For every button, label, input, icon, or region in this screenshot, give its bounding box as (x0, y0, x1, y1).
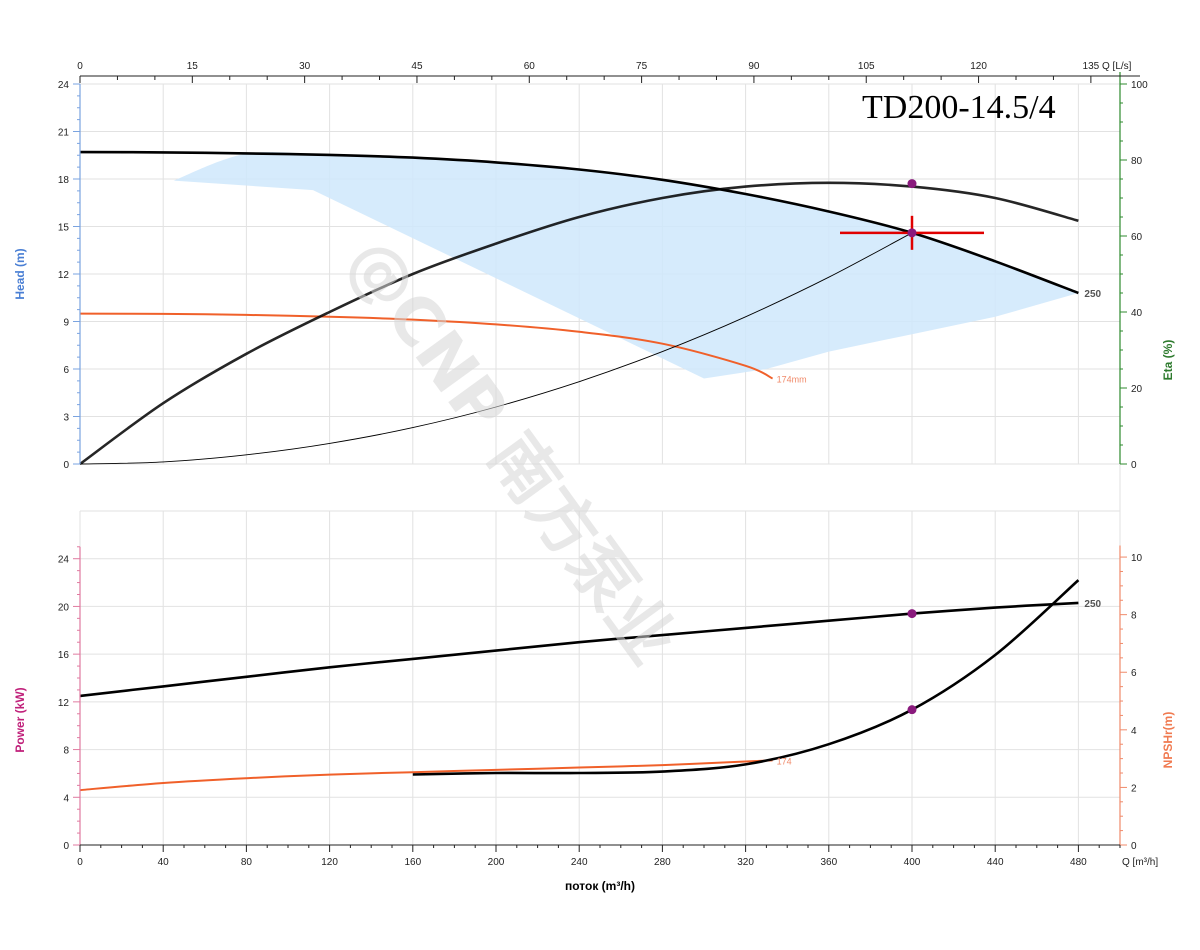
x-unit-label: Q [m³/h] (1122, 857, 1158, 868)
power-point-marker (907, 609, 917, 619)
top-axis-unit: Q [L/s] (1102, 61, 1132, 72)
x-tick-label: 360 (820, 857, 837, 868)
head-tick-label: 9 (63, 318, 69, 329)
top-tick-label: 120 (970, 61, 987, 72)
x-tick-label: 240 (571, 857, 588, 868)
head-curve-label-250: 250 (1084, 289, 1101, 300)
power-curve-174mm (79, 759, 773, 792)
head-tick-label: 15 (58, 223, 70, 234)
head-tick-label: 12 (58, 270, 70, 281)
top-tick-label: 15 (187, 61, 199, 72)
npsh-tick-label: 8 (1131, 611, 1137, 622)
operating-range-area (173, 151, 1079, 379)
x-tick-label: 280 (654, 857, 671, 868)
eta-tick-label: 80 (1131, 156, 1143, 167)
eta-tick-label: 40 (1131, 308, 1143, 319)
x-tick-label: 120 (321, 857, 338, 868)
head-axis-title: Head (m) (13, 248, 27, 299)
head-curve-174mm (79, 312, 774, 380)
eta-tick-label: 20 (1131, 384, 1143, 395)
x-tick-label: 440 (987, 857, 1004, 868)
x-tick-label: 0 (77, 857, 83, 868)
power-tick-label: 8 (63, 746, 69, 757)
top-tick-label: 45 (411, 61, 423, 72)
npsh-axis-title: NPSHr(m) (1161, 712, 1175, 769)
power-curve-label-250: 250 (1084, 599, 1101, 610)
npsh-tick-label: 0 (1131, 841, 1137, 852)
head-tick-label: 24 (58, 80, 70, 91)
head-tick-label: 21 (58, 128, 70, 139)
npsh-curve (412, 579, 1080, 776)
x-tick-label: 400 (904, 857, 921, 868)
labels-layer: 0369121518212402040608010004812162024024… (13, 61, 1175, 893)
eta-tick-label: 0 (1131, 460, 1137, 471)
chart-title: TD200-14.5/4 (862, 89, 1056, 126)
head-tick-label: 3 (63, 413, 69, 424)
efficiency-point-marker (907, 179, 917, 189)
curves-layer (79, 150, 1080, 792)
top-tick-label: 60 (524, 61, 536, 72)
x-tick-label: 200 (488, 857, 505, 868)
eta-tick-label: 60 (1131, 232, 1143, 243)
eta-tick-label: 100 (1131, 80, 1148, 91)
top-tick-label: 90 (748, 61, 760, 72)
x-axis-title: поток (m³/h) (565, 879, 635, 893)
power-curve-label-174: 174 (777, 756, 792, 766)
power-tick-label: 4 (63, 793, 69, 804)
npsh-tick-label: 2 (1131, 783, 1137, 794)
head-tick-label: 0 (63, 460, 69, 471)
power-tick-label: 24 (58, 555, 70, 566)
x-tick-label: 480 (1070, 857, 1087, 868)
x-tick-label: 80 (241, 857, 253, 868)
power-tick-label: 20 (58, 602, 70, 613)
system-curve (79, 232, 913, 465)
npsh-tick-label: 4 (1131, 726, 1137, 737)
power-tick-label: 0 (63, 841, 69, 852)
top-tick-label: 30 (299, 61, 311, 72)
axes-layer (73, 72, 1140, 852)
power-tick-label: 16 (58, 650, 70, 661)
power-axis-title: Power (kW) (13, 687, 27, 752)
head-curve-label-174mm: 174mm (777, 375, 807, 385)
eta-axis-title: Eta (%) (1161, 340, 1175, 381)
x-tick-label: 40 (158, 857, 170, 868)
top-tick-label: 75 (636, 61, 648, 72)
head-tick-label: 18 (58, 175, 70, 186)
npsh-tick-label: 10 (1131, 553, 1143, 564)
top-tick-label: 105 (858, 61, 875, 72)
head-tick-label: 6 (63, 365, 69, 376)
npsh-tick-label: 6 (1131, 668, 1137, 679)
operating-area (173, 151, 1079, 379)
duty-point-marker (907, 228, 917, 238)
x-tick-label: 320 (737, 857, 754, 868)
top-tick-label: 135 (1083, 61, 1100, 72)
npsh-point-marker (907, 705, 917, 715)
power-tick-label: 12 (58, 698, 70, 709)
top-tick-label: 0 (77, 61, 83, 72)
x-tick-label: 160 (404, 857, 421, 868)
